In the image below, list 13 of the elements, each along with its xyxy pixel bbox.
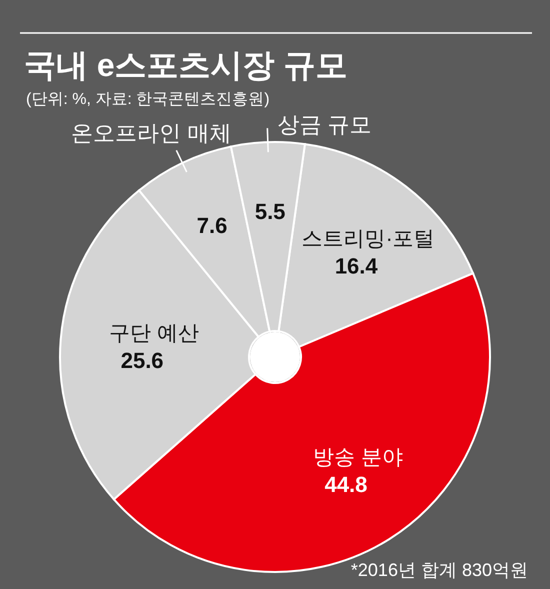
data-label: 7.6 bbox=[196, 213, 228, 238]
data-label: 5.5 bbox=[254, 198, 286, 224]
slice-label: 상금 규모 bbox=[277, 112, 372, 138]
slice-label: 방송 분야 bbox=[313, 446, 403, 469]
data-label: 44.8 bbox=[324, 472, 368, 497]
text: *2016년 합계 830억원 bbox=[350, 560, 528, 580]
chart-subtitle: (단위: %, 자료: 한국콘텐츠진흥원) bbox=[26, 91, 270, 108]
slice-label: 스트리밍·포털 bbox=[302, 227, 435, 250]
slice-label: 온오프라인 매체 bbox=[71, 120, 232, 146]
data-label: 25.6 bbox=[120, 348, 164, 374]
data-label: 16.4 bbox=[334, 253, 378, 278]
slice-label: 구단 예산 bbox=[109, 322, 200, 346]
chart-title: 국내 e스포츠시장 규모 bbox=[24, 47, 348, 83]
